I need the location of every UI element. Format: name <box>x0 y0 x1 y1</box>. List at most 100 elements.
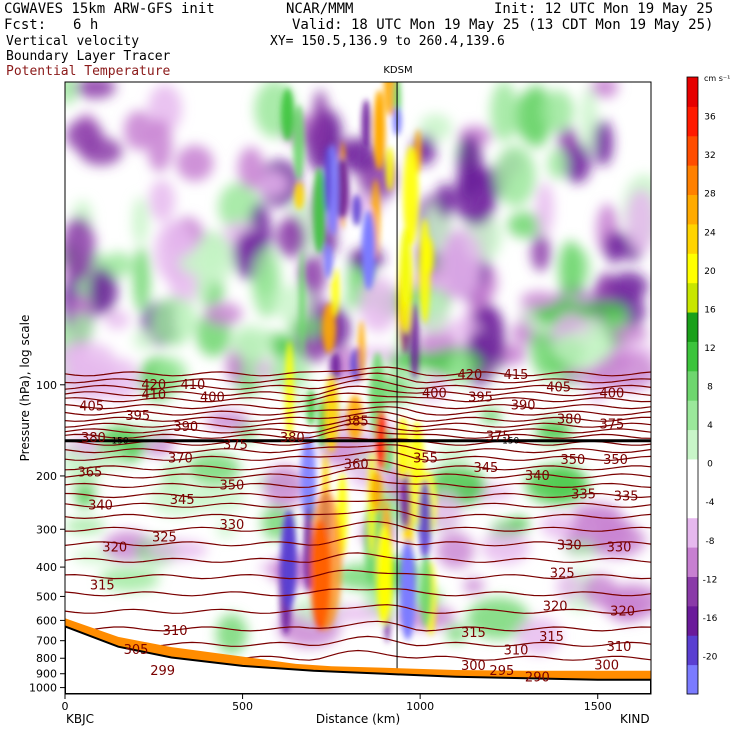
x-tick-label: 1500 <box>584 700 612 713</box>
plot-frame <box>64 81 652 695</box>
colorbar-swatch <box>687 605 698 636</box>
boundary-layer-tracer <box>65 618 651 680</box>
theta-label: 375 <box>223 438 248 453</box>
theta-label: 315 <box>539 630 564 645</box>
theta-label: 380 <box>81 431 106 446</box>
colorbar-tick-label: 36 <box>704 113 716 123</box>
fcst-label: Fcst: <box>4 17 47 33</box>
theta-label: 325 <box>550 567 575 582</box>
valid-time: Valid: 18 UTC Mon 19 May 25 (13 CDT Mon … <box>292 17 714 33</box>
colorbar-swatch <box>687 458 698 489</box>
theta-label: 340 <box>88 498 113 513</box>
colorbar-unit: cm s⁻¹ <box>704 74 730 83</box>
y-tick-label: 900 <box>36 668 57 681</box>
colorbar-tick-label: -12 <box>703 575 718 585</box>
theta-label: 350 <box>220 478 245 493</box>
colorbar-tick-label: 20 <box>704 267 716 277</box>
colorbar-legend: -20 -16 -12 -8 -4 0 4 8 12 16 20 24 28 32 36 cm s⁻¹ <box>686 74 730 695</box>
theta-label: 375 <box>486 429 511 444</box>
right-endpoint-label: KIND <box>620 712 650 726</box>
colorbar-tick-label: 16 <box>704 305 716 315</box>
colorbar-swatch <box>687 664 698 695</box>
x-tick-label: 500 <box>232 700 253 713</box>
colorbar-swatch <box>687 282 698 313</box>
theta-label: 390 <box>173 420 198 435</box>
theta-label: 305 <box>124 643 149 658</box>
colorbar-tick-label: -20 <box>703 652 718 662</box>
theta-label: 320 <box>610 604 635 619</box>
colorbar-swatch <box>687 635 698 666</box>
theta-label: 410 <box>180 378 205 393</box>
theta-label: 345 <box>473 461 498 476</box>
org-label: NCAR/MMM <box>286 1 354 17</box>
y-tick-label: 700 <box>36 635 57 648</box>
y-tick-label: 500 <box>36 590 57 603</box>
theta-label: 380 <box>557 412 582 427</box>
colorbar-swatch <box>687 547 698 577</box>
left-endpoint-label: KBJC <box>66 712 94 726</box>
theta-label: 310 <box>163 624 188 639</box>
theta-label: 360 <box>344 457 369 472</box>
y-tick-label: 800 <box>36 652 57 665</box>
y-tick-label: 400 <box>36 561 57 574</box>
init-time: Init: 12 UTC Mon 19 May 25 <box>494 1 714 17</box>
theta-label: 335 <box>571 487 596 502</box>
theta-label: 350 <box>603 453 628 468</box>
colorbar-swatch <box>687 77 698 107</box>
field-potential-temperature: Potential Temperature <box>6 64 171 79</box>
colorbar-tick-label: 12 <box>704 344 715 354</box>
plot-area <box>65 82 651 694</box>
colorbar-tick-label: -8 <box>706 537 715 547</box>
theta-label: 295 <box>489 664 514 679</box>
y-tick-label: 200 <box>36 470 57 483</box>
colorbar-swatch <box>687 223 698 254</box>
theta-label: 365 <box>77 466 102 481</box>
x-tick-label: 1000 <box>406 700 434 713</box>
terrain-ground <box>65 625 651 694</box>
x-tick-label: 0 <box>62 700 69 713</box>
y-tick-label: 1000 <box>29 682 57 695</box>
tropopause-label: 150 <box>502 437 519 447</box>
theta-label: 390 <box>511 398 536 413</box>
colorbar-swatch <box>687 165 698 196</box>
theta-label: 335 <box>614 490 639 505</box>
theta-label: 310 <box>504 644 529 659</box>
y-axis-label: Pressure (hPa), log scale <box>18 315 32 462</box>
theta-label: 345 <box>170 493 195 508</box>
theta-label: 330 <box>220 518 245 533</box>
theta-label: 300 <box>594 658 619 673</box>
y-tick-label: 600 <box>36 614 57 627</box>
theta-label: 310 <box>607 640 632 655</box>
theta-label: 370 <box>168 451 193 466</box>
theta-label: 400 <box>422 387 447 402</box>
colorbar-tick-label: 28 <box>704 190 716 200</box>
colorbar-swatch <box>687 517 698 548</box>
theta-label: 420 <box>141 378 166 393</box>
colorbar-tick-label: 0 <box>707 460 713 470</box>
colorbar-swatch <box>687 312 698 342</box>
theta-label: 320 <box>102 541 127 556</box>
chart-title: KDSM <box>383 65 412 76</box>
colorbar-swatch <box>687 253 698 284</box>
theta-label: 400 <box>600 387 625 402</box>
theta-label: 355 <box>413 451 438 466</box>
y-tick-label: 300 <box>36 523 57 536</box>
theta-label: 400 <box>200 390 225 405</box>
theta-label: 385 <box>344 414 369 429</box>
colorbar-swatch <box>687 576 698 607</box>
theta-label: 405 <box>546 380 571 395</box>
theta-label: 340 <box>525 469 550 484</box>
x-axis-label: Distance (km) <box>316 712 400 726</box>
theta-label: 350 <box>560 453 585 468</box>
colorbar-frame <box>686 76 699 695</box>
colorbar-tick-label: 24 <box>704 228 716 238</box>
theta-label: 395 <box>468 390 493 405</box>
theta-label: 420 <box>457 368 482 383</box>
colorbar-swatch <box>687 488 698 519</box>
colorbar-swatch <box>687 194 698 225</box>
colorbar-tick-label: 8 <box>707 383 713 393</box>
theta-label: 315 <box>90 578 115 593</box>
field-vertical-velocity: Vertical velocity <box>6 34 140 49</box>
colorbar-tick-label: -16 <box>703 614 718 624</box>
